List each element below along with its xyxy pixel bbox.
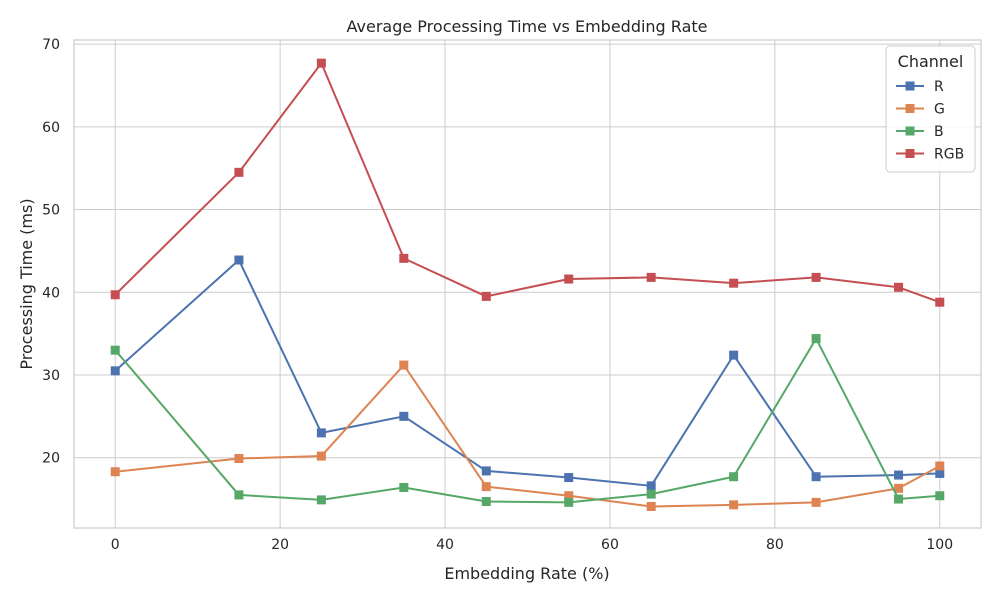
data-point (935, 297, 945, 307)
data-point (234, 454, 244, 464)
y-tick-label: 70 (42, 37, 60, 53)
data-point (564, 473, 574, 483)
series-G (110, 360, 945, 511)
data-point (481, 482, 491, 492)
series-line (114, 62, 941, 304)
x-axis-label: Embedding Rate (%) (444, 564, 609, 583)
data-point (935, 461, 945, 471)
data-point (399, 360, 409, 370)
x-tick-label: 60 (601, 537, 619, 553)
data-point (234, 255, 244, 265)
data-point (646, 501, 656, 511)
data-point (110, 366, 120, 376)
legend-item-B: B (896, 124, 944, 140)
x-tick-label: 0 (111, 537, 120, 553)
data-point (729, 500, 739, 510)
plot-frame (73, 39, 982, 529)
data-point (894, 483, 904, 493)
legend-label: R (934, 79, 944, 95)
x-tick-label: 100 (926, 537, 953, 553)
series-line (114, 259, 940, 487)
data-point (894, 494, 904, 504)
legend-marker (905, 81, 915, 91)
y-tick-label: 30 (42, 368, 60, 384)
y-tick-label: 40 (42, 285, 60, 301)
legend-item-G: G (896, 102, 945, 118)
data-point (564, 491, 574, 501)
legend-item-RGB: RGB (896, 147, 964, 163)
y-tick-label: 50 (42, 203, 60, 219)
legend-marker (905, 104, 915, 113)
y-axis-label: Processing Time (ms) (17, 198, 36, 369)
legend-marker (905, 126, 915, 136)
data-point (234, 167, 244, 177)
data-point (481, 497, 491, 507)
data-point (935, 468, 945, 478)
data-point (110, 345, 120, 355)
data-point (481, 291, 491, 301)
legend-item-R: R (896, 79, 944, 95)
legend-title: Channel (898, 52, 964, 71)
data-point (399, 482, 409, 492)
data-point (316, 495, 326, 505)
legend: Channel RGB RGB (885, 45, 976, 173)
data-point (646, 272, 656, 282)
legend-box (885, 45, 976, 173)
axes: 0 20 40 60 80 100 20 30 40 50 60 70 (42, 37, 982, 553)
data-point (110, 467, 120, 477)
data-point (811, 334, 821, 344)
data-point (811, 497, 821, 507)
data-point (316, 428, 326, 438)
data-point (894, 470, 904, 480)
series-RGB (110, 58, 945, 307)
data-point (646, 489, 656, 499)
y-tick-label: 20 (42, 451, 60, 467)
data-point (811, 272, 821, 282)
legend-label: B (934, 124, 944, 140)
x-tick-label: 80 (766, 537, 784, 553)
data-point (811, 472, 821, 482)
data-point (646, 481, 656, 491)
data-point (729, 472, 739, 482)
series-group (110, 58, 945, 511)
chart-title: Average Processing Time vs Embedding Rat… (347, 17, 708, 36)
data-point (316, 451, 326, 461)
legend-label: G (934, 102, 945, 118)
data-point (234, 490, 244, 500)
series-line (115, 364, 941, 508)
data-point (894, 282, 904, 292)
data-point (729, 350, 739, 360)
data-point (935, 491, 945, 501)
data-point (110, 290, 120, 300)
data-point (316, 58, 326, 68)
x-tick-label: 40 (436, 537, 454, 553)
data-point (481, 466, 491, 476)
data-point (564, 274, 574, 284)
legend-marker (905, 149, 915, 158)
grid (74, 40, 981, 528)
series-B (110, 334, 945, 507)
x-tick-label: 20 (271, 537, 289, 553)
data-point (564, 497, 574, 507)
data-point (399, 253, 409, 263)
legend-label: RGB (934, 147, 964, 163)
y-tick-label: 60 (42, 120, 60, 136)
data-point (729, 278, 739, 288)
data-point (399, 411, 409, 421)
series-R (110, 255, 945, 491)
